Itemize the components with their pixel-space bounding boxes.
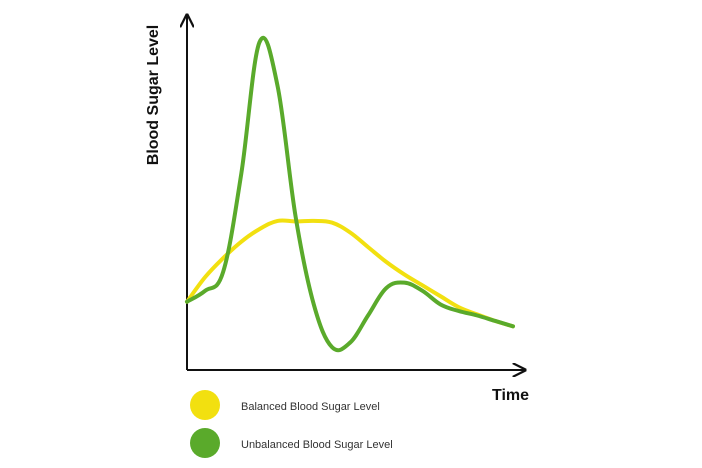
y-axis-title: Blood Sugar Level [145, 25, 162, 165]
legend-swatch-balanced [190, 390, 220, 420]
legend: Balanced Blood Sugar Level Unbalanced Bl… [190, 390, 393, 458]
legend-label-unbalanced: Unbalanced Blood Sugar Level [241, 439, 393, 451]
x-axis-title: Time [492, 387, 529, 404]
series-line-unbalanced [185, 35, 515, 353]
legend-swatch-unbalanced [190, 428, 220, 458]
legend-label-balanced: Balanced Blood Sugar Level [241, 401, 380, 413]
series-layer [185, 35, 515, 353]
axes [187, 15, 525, 370]
series-line-balanced [185, 218, 515, 329]
